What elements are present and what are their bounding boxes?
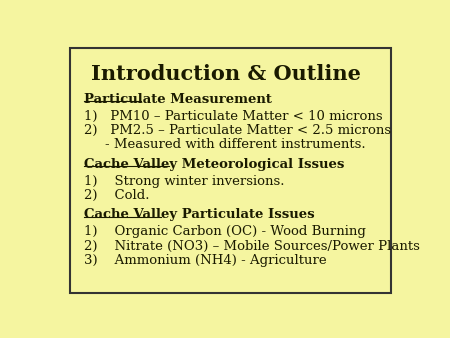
Text: 1)    Strong winter inversions.: 1) Strong winter inversions. — [84, 175, 285, 188]
Text: Particulate Measurement: Particulate Measurement — [84, 93, 272, 105]
FancyBboxPatch shape — [70, 48, 391, 293]
Text: 2)    Nitrate (NO3) – Mobile Sources/Power Plants: 2) Nitrate (NO3) – Mobile Sources/Power … — [84, 240, 420, 253]
Text: 2)   PM2.5 – Particulate Matter < 2.5 microns: 2) PM2.5 – Particulate Matter < 2.5 micr… — [84, 124, 391, 137]
Text: - Measured with different instruments.: - Measured with different instruments. — [105, 138, 366, 151]
Text: 3)    Ammonium (NH4) - Agriculture: 3) Ammonium (NH4) - Agriculture — [84, 254, 327, 267]
Text: Introduction & Outline: Introduction & Outline — [91, 64, 361, 84]
Text: 2)    Cold.: 2) Cold. — [84, 189, 150, 202]
Text: Cache Valley Meteorological Issues: Cache Valley Meteorological Issues — [84, 158, 345, 171]
Text: 1)    Organic Carbon (OC) - Wood Burning: 1) Organic Carbon (OC) - Wood Burning — [84, 225, 366, 238]
Text: Cache Valley Particulate Issues: Cache Valley Particulate Issues — [84, 209, 315, 221]
Text: 1)   PM10 – Particulate Matter < 10 microns: 1) PM10 – Particulate Matter < 10 micron… — [84, 110, 383, 123]
